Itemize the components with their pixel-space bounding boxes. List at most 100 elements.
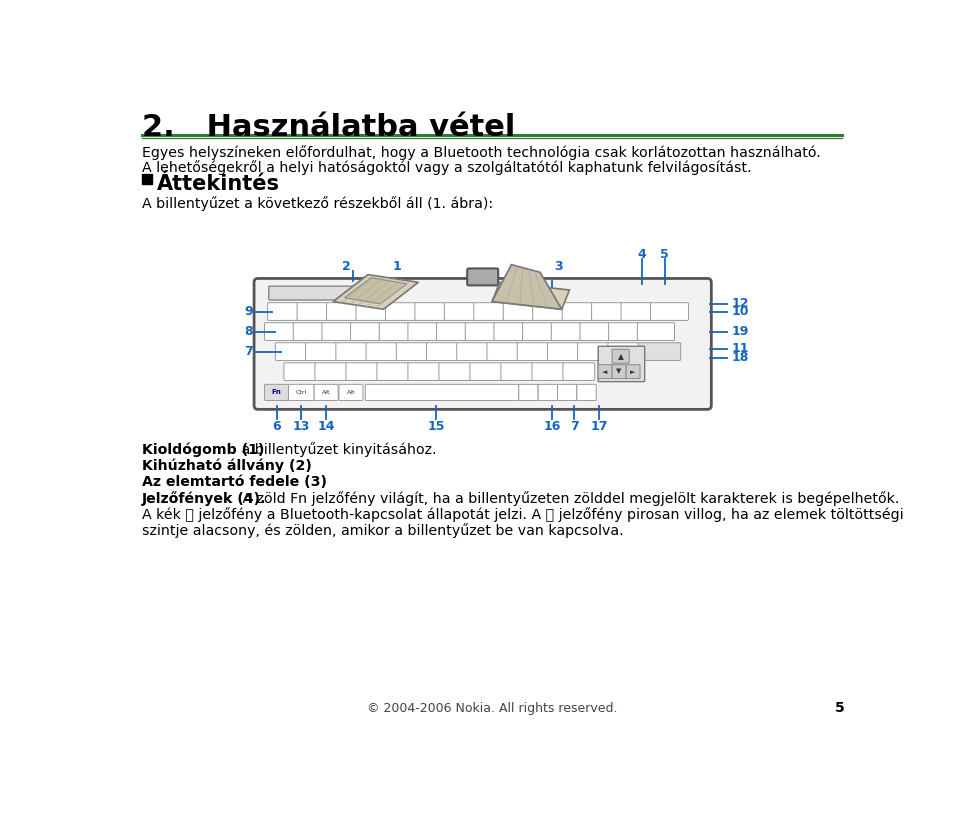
FancyBboxPatch shape — [289, 384, 314, 400]
Text: 11: 11 — [732, 342, 749, 355]
Text: Fn: Fn — [272, 389, 281, 396]
FancyBboxPatch shape — [598, 346, 645, 382]
FancyBboxPatch shape — [444, 303, 474, 320]
FancyBboxPatch shape — [469, 363, 502, 381]
Text: 16: 16 — [543, 420, 562, 432]
FancyBboxPatch shape — [547, 343, 579, 360]
Text: A lehetőségekről a helyi hatóságoktól vagy a szolgáltatótól kaphatunk felvilágos: A lehetőségekről a helyi hatóságoktól va… — [142, 160, 752, 174]
FancyBboxPatch shape — [651, 303, 688, 320]
Polygon shape — [333, 274, 419, 310]
Text: 19: 19 — [732, 325, 749, 338]
FancyBboxPatch shape — [494, 323, 523, 341]
FancyBboxPatch shape — [265, 323, 294, 341]
FancyBboxPatch shape — [578, 343, 609, 360]
FancyBboxPatch shape — [315, 363, 347, 381]
Text: 7: 7 — [570, 420, 579, 432]
FancyBboxPatch shape — [577, 384, 596, 400]
Text: 9: 9 — [245, 305, 253, 318]
FancyBboxPatch shape — [612, 364, 626, 378]
Text: 3: 3 — [554, 260, 563, 274]
Polygon shape — [492, 265, 562, 310]
Text: 1: 1 — [393, 260, 401, 274]
Text: 2: 2 — [342, 260, 351, 274]
FancyBboxPatch shape — [385, 303, 416, 320]
FancyBboxPatch shape — [366, 384, 518, 400]
FancyBboxPatch shape — [539, 384, 558, 400]
FancyBboxPatch shape — [468, 269, 498, 285]
FancyBboxPatch shape — [314, 384, 338, 400]
Text: Áttekintés: Áttekintés — [157, 174, 280, 194]
FancyBboxPatch shape — [269, 286, 395, 300]
FancyBboxPatch shape — [501, 363, 533, 381]
FancyBboxPatch shape — [609, 323, 638, 341]
FancyBboxPatch shape — [551, 323, 581, 341]
FancyBboxPatch shape — [580, 323, 610, 341]
FancyBboxPatch shape — [293, 323, 323, 341]
FancyBboxPatch shape — [268, 303, 298, 320]
Text: 5: 5 — [660, 248, 669, 261]
Text: ▲: ▲ — [617, 351, 624, 360]
FancyBboxPatch shape — [336, 343, 367, 360]
Polygon shape — [492, 283, 569, 310]
FancyBboxPatch shape — [297, 303, 327, 320]
Text: ▼: ▼ — [616, 369, 622, 374]
Text: Egyes helyszíneken előfordulhat, hogy a Bluetooth technológia csak korlátozottan: Egyes helyszíneken előfordulhat, hogy a … — [142, 145, 821, 160]
Text: 18: 18 — [732, 351, 749, 364]
Text: 2.   Használatba vétel: 2. Használatba vétel — [142, 113, 516, 142]
Text: Jelzőfények (4).: Jelzőfények (4). — [142, 491, 266, 506]
FancyBboxPatch shape — [533, 303, 563, 320]
FancyBboxPatch shape — [532, 363, 564, 381]
Text: 4: 4 — [637, 248, 646, 261]
FancyBboxPatch shape — [503, 303, 534, 320]
Text: 10: 10 — [732, 305, 749, 318]
FancyBboxPatch shape — [517, 343, 548, 360]
FancyBboxPatch shape — [466, 323, 494, 341]
Text: A billentyűzet a következő részekből áll (1. ábra):: A billentyűzet a következő részekből áll… — [142, 196, 492, 211]
Text: ◄: ◄ — [603, 369, 608, 374]
FancyBboxPatch shape — [265, 384, 289, 400]
FancyBboxPatch shape — [284, 363, 316, 381]
Text: Az elemtartó fedele (3): Az elemtartó fedele (3) — [142, 475, 326, 489]
FancyBboxPatch shape — [356, 303, 386, 320]
FancyBboxPatch shape — [408, 323, 438, 341]
FancyBboxPatch shape — [437, 323, 466, 341]
Text: 5: 5 — [835, 701, 845, 715]
FancyBboxPatch shape — [637, 323, 675, 341]
FancyBboxPatch shape — [254, 278, 711, 410]
FancyBboxPatch shape — [591, 303, 622, 320]
FancyBboxPatch shape — [474, 303, 504, 320]
Text: Ctrl: Ctrl — [296, 390, 307, 395]
Text: 13: 13 — [293, 420, 310, 432]
FancyBboxPatch shape — [518, 384, 539, 400]
Polygon shape — [345, 278, 407, 304]
Text: a billentyűzet kinyitásához.: a billentyűzet kinyitásához. — [236, 442, 436, 457]
FancyBboxPatch shape — [522, 323, 552, 341]
FancyBboxPatch shape — [457, 343, 488, 360]
FancyBboxPatch shape — [621, 303, 651, 320]
Text: 14: 14 — [318, 420, 335, 432]
FancyBboxPatch shape — [350, 323, 380, 341]
Text: 12: 12 — [732, 297, 749, 310]
FancyBboxPatch shape — [322, 323, 351, 341]
FancyBboxPatch shape — [415, 303, 445, 320]
Text: © 2004-2006 Nokia. All rights reserved.: © 2004-2006 Nokia. All rights reserved. — [367, 702, 617, 715]
FancyBboxPatch shape — [426, 343, 458, 360]
Text: A kék Ⓑ jelzőfény a Bluetooth-kapcsolat állapotát jelzi. A ⓘ jelzőfény pirosan v: A kék Ⓑ jelzőfény a Bluetooth-kapcsolat … — [142, 507, 903, 522]
FancyBboxPatch shape — [608, 343, 638, 360]
FancyBboxPatch shape — [612, 349, 629, 363]
FancyBboxPatch shape — [305, 343, 337, 360]
FancyBboxPatch shape — [563, 303, 592, 320]
Text: ►: ► — [631, 369, 636, 374]
FancyBboxPatch shape — [487, 343, 518, 360]
FancyBboxPatch shape — [598, 364, 612, 378]
Text: szintje alacsony, és zölden, amikor a billentyűzet be van kapcsolva.: szintje alacsony, és zölden, amikor a bi… — [142, 523, 623, 538]
FancyBboxPatch shape — [558, 384, 577, 400]
FancyBboxPatch shape — [638, 343, 681, 360]
FancyBboxPatch shape — [339, 384, 363, 400]
FancyBboxPatch shape — [396, 343, 427, 360]
FancyBboxPatch shape — [276, 343, 306, 360]
Bar — [142, 174, 152, 183]
FancyBboxPatch shape — [439, 363, 470, 381]
FancyBboxPatch shape — [326, 303, 357, 320]
FancyBboxPatch shape — [626, 364, 640, 378]
